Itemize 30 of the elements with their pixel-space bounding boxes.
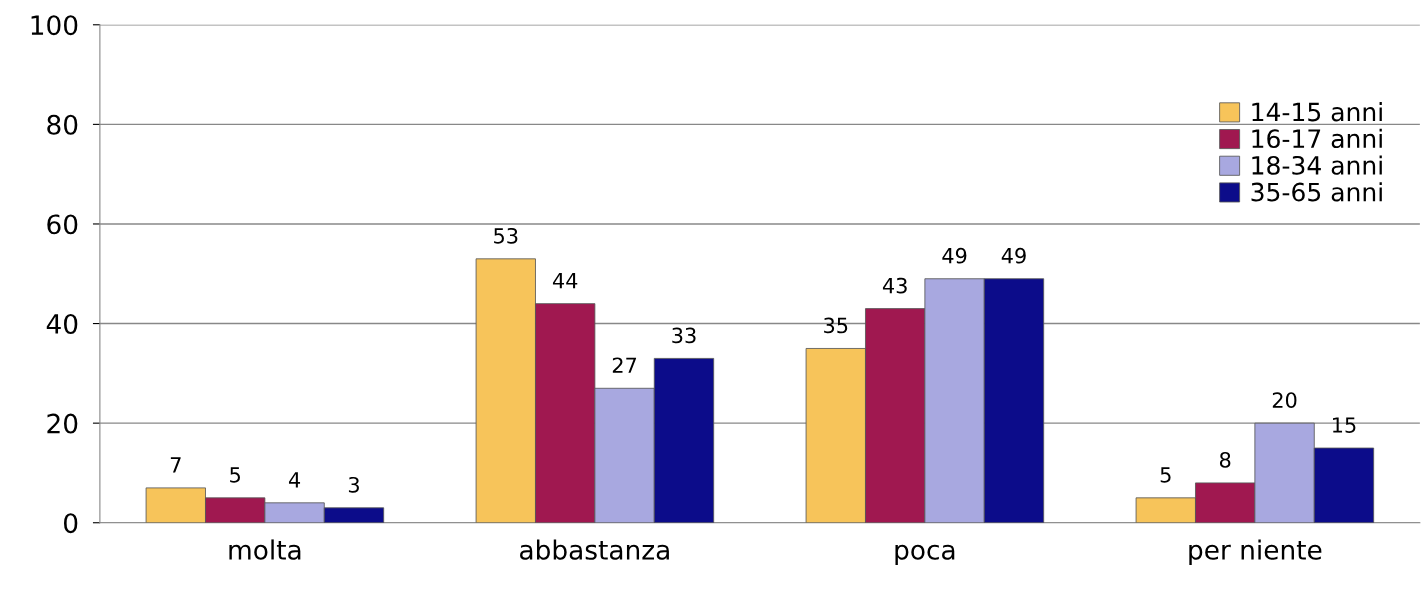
data-label: 43 bbox=[882, 277, 907, 294]
legend-label: 18-34 anni bbox=[1252, 155, 1382, 175]
data-label: 7 bbox=[170, 457, 181, 473]
y-tick-label: 100 bbox=[31, 15, 78, 36]
data-label: 3 bbox=[348, 476, 359, 493]
data-label: 4 bbox=[288, 472, 301, 488]
legend-label: 35-65 anni bbox=[1251, 182, 1382, 202]
data-label: 35 bbox=[824, 317, 848, 334]
legend-label: 14-15 anni bbox=[1252, 102, 1382, 122]
data-label: 49 bbox=[942, 247, 967, 264]
legend-label: 16-17 anni bbox=[1252, 128, 1382, 149]
data-label: 44 bbox=[552, 273, 578, 289]
data-label: 5 bbox=[1160, 467, 1171, 483]
y-tick-label: 0 bbox=[64, 513, 78, 534]
data-label: 33 bbox=[672, 327, 696, 344]
x-tick-label: abbastanza bbox=[520, 539, 669, 560]
data-label: 49 bbox=[1001, 247, 1026, 264]
y-tick-label: 80 bbox=[47, 114, 78, 135]
data-label: 20 bbox=[1272, 392, 1297, 408]
y-tick-label: 20 bbox=[47, 413, 78, 434]
data-label: 15 bbox=[1333, 417, 1356, 433]
data-label: 8 bbox=[1219, 452, 1231, 468]
y-tick-label: 40 bbox=[46, 314, 78, 334]
x-tick-label: poca bbox=[895, 544, 955, 565]
x-tick-label: per niente bbox=[1189, 539, 1322, 565]
data-label: 5 bbox=[230, 467, 240, 483]
data-label: 27 bbox=[612, 357, 637, 373]
data-label: 53 bbox=[494, 227, 518, 244]
y-tick-label: 60 bbox=[47, 214, 78, 235]
x-tick-label: molta bbox=[229, 539, 301, 560]
